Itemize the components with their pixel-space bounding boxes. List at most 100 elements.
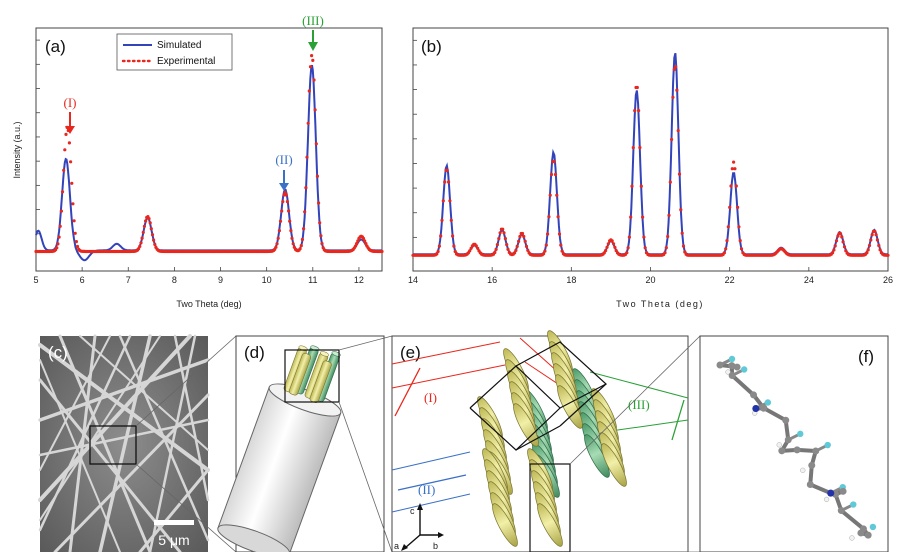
experimental-data-point <box>282 193 286 197</box>
experimental-data-point <box>469 246 473 250</box>
peak-label-III: (III) <box>302 13 324 28</box>
molecule-disc <box>492 503 518 547</box>
experimental-data-point <box>305 155 309 159</box>
period-label-I: (I) <box>424 390 437 405</box>
carbon-atom <box>808 461 816 469</box>
zoom-line-e-f-top <box>569 335 701 465</box>
experimental-data-point <box>495 243 499 247</box>
experimental-data-point <box>313 108 317 112</box>
experimental-data-point <box>445 168 449 172</box>
experimental-data-point <box>302 227 306 231</box>
zoom-line-d-e-top <box>338 335 393 351</box>
hydrogen-atom <box>776 442 782 448</box>
experimental-data-point <box>681 244 686 248</box>
experimental-data-point <box>612 242 616 246</box>
experimental-data-point <box>73 231 77 235</box>
experimental-data-point <box>542 252 546 256</box>
experimental-data-point <box>630 184 634 188</box>
curves-b <box>411 52 890 257</box>
experimental-data-point <box>869 238 873 242</box>
experimental-data-point <box>506 247 510 251</box>
experimental-data-point <box>515 244 519 248</box>
fluorine-atom <box>728 355 736 363</box>
x-tick-label: 24 <box>804 275 814 285</box>
x-tick-label: 12 <box>354 275 364 285</box>
experimental-data-point <box>307 89 311 93</box>
experimental-data-point <box>63 148 67 152</box>
experimental-data-point <box>147 217 151 221</box>
carbon-atom <box>750 391 758 399</box>
bond <box>761 406 788 423</box>
peak-arrowhead-III <box>308 42 318 51</box>
carbon-atom <box>784 436 792 444</box>
experimental-data-point <box>447 180 451 184</box>
x-axis-title-b: Two Theta (deg) <box>616 299 704 309</box>
experimental-data-point <box>886 253 890 257</box>
y-axis-title-a: Intensity (a.u.) <box>12 121 22 178</box>
experimental-data-point <box>148 221 152 225</box>
experimental-data-point <box>724 247 728 251</box>
experimental-data-point <box>546 232 550 236</box>
experimental-data-point <box>314 142 318 146</box>
experimental-data-point <box>635 85 639 90</box>
carbon-atom <box>760 404 768 412</box>
carbon-atom <box>837 507 845 515</box>
experimental-data-point <box>736 205 740 209</box>
experimental-data-point <box>501 227 505 231</box>
experimental-data-point <box>559 243 563 247</box>
unit-cell <box>469 341 608 451</box>
experimental-data-point <box>452 244 456 248</box>
experimental-data-point <box>560 249 564 253</box>
experimental-data-point <box>474 244 478 248</box>
experimental-data-point <box>514 248 518 252</box>
y-ticks-b <box>413 39 417 238</box>
experimental-data-point <box>522 234 526 239</box>
sem-nanowires <box>38 334 210 552</box>
experimental-data-point <box>844 249 848 253</box>
bond <box>808 482 833 496</box>
nanowire-panel-d: (d) <box>217 335 385 552</box>
experimental-data-point <box>138 244 142 248</box>
experimental-data-point <box>666 234 670 239</box>
carbon-atom <box>793 446 801 454</box>
experimental-data-point <box>667 213 671 217</box>
experimental-data-point <box>498 231 502 235</box>
panel-label-f: (f) <box>858 347 874 366</box>
sem-scale-label: 5 μm <box>158 532 189 548</box>
experimental-data-point <box>728 205 732 209</box>
plot-a-frame <box>35 27 383 272</box>
experimental-data-point <box>291 242 295 246</box>
experimental-data-point <box>275 242 279 246</box>
simulated-series-line <box>35 64 382 262</box>
experimental-data-point <box>71 202 75 206</box>
carbon-atom <box>716 361 724 369</box>
x-tick-label: 20 <box>645 275 655 285</box>
fluorine-atom <box>869 523 877 531</box>
experimental-data-point <box>497 237 501 241</box>
experimental-data-point <box>605 245 609 249</box>
molecule-disc <box>557 385 583 429</box>
carbon-atom <box>864 531 872 539</box>
experimental-data-point <box>304 186 308 190</box>
hydrogen-atom <box>849 535 855 541</box>
peak-annotation-II: (II) <box>275 152 293 191</box>
experimental-data-point <box>67 141 71 145</box>
experimental-data-point <box>70 181 74 185</box>
experimental-data-point <box>284 193 288 197</box>
experimental-data-point <box>448 199 452 203</box>
experimental-data-point <box>831 251 835 255</box>
experimental-data-point <box>468 249 472 253</box>
experimental-data-point <box>725 239 729 243</box>
experimental-data-point <box>476 246 480 250</box>
experimental-data-point <box>625 251 629 255</box>
zoom-line-c-d-top <box>135 335 237 427</box>
experimental-data-point <box>526 248 530 252</box>
period-label-II: (II) <box>418 482 435 497</box>
fluorine-atom <box>764 399 772 406</box>
sem-scale-bar <box>154 520 194 525</box>
panel-e-zoom-box <box>529 463 571 552</box>
simulated-series-line <box>413 52 888 256</box>
panel-d-zoom-box <box>284 349 340 403</box>
experimental-data-point <box>440 218 444 222</box>
experimental-data-point <box>441 199 445 203</box>
